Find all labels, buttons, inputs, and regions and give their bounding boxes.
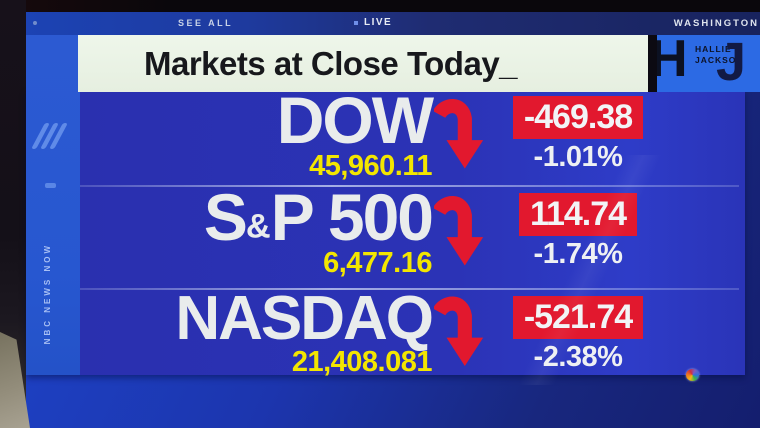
tv-screen: SEE ALL LIVE WASHINGTON DOW 45,960.11 xyxy=(26,0,760,428)
network-side-rail: NBC NEWS NOW xyxy=(26,35,80,375)
change-percent: -1.74% xyxy=(533,238,623,270)
index-column: S&P 500 6,477.16 xyxy=(86,180,434,280)
down-arrow-icon xyxy=(432,296,486,381)
player-top-bar: SEE ALL LIVE WASHINGTON xyxy=(26,12,760,35)
host-first-name: HALLIE xyxy=(695,44,732,54)
index-name: NASDAQ xyxy=(175,284,434,353)
change-column: -469.38 -1.01% xyxy=(494,92,662,174)
change-value-badge: -521.74 xyxy=(512,296,644,339)
show-bug-hallie-jackson: H HALLIE JACKSON J xyxy=(657,35,760,92)
bar-dot-icon xyxy=(33,21,37,25)
index-name: S&P 500 xyxy=(203,180,434,254)
page-title: Markets at Close Today_ xyxy=(144,44,518,82)
network-name-vertical: NBC NEWS NOW xyxy=(43,243,52,345)
location-label: WASHINGTON xyxy=(673,18,759,29)
index-name: DOW xyxy=(276,83,434,157)
market-row-sp500: S&P 500 6,477.16 114.74 -1.74% xyxy=(26,180,745,287)
headline-bug-gap xyxy=(648,35,657,92)
down-arrow-icon xyxy=(432,193,486,283)
bug-initial-h: H xyxy=(657,35,688,88)
wave-dash-icon xyxy=(45,183,56,188)
live-indicator[interactable]: LIVE xyxy=(354,17,392,28)
top-letterbox xyxy=(26,0,760,12)
change-column: -521.74 -2.38% xyxy=(494,292,662,374)
down-arrow-icon xyxy=(432,96,486,186)
index-close-value: 6,477.16 xyxy=(323,246,432,279)
row-divider xyxy=(60,185,739,187)
see-all-button[interactable]: SEE ALL xyxy=(178,18,234,28)
change-value-badge: 114.74 xyxy=(518,193,638,236)
index-close-value: 21,408.081 xyxy=(291,346,433,379)
market-row-nasdaq: NASDAQ 21,408.081 -521.74 -2.38% xyxy=(26,287,745,378)
live-label: LIVE xyxy=(364,17,393,28)
graphic-area: DOW 45,960.11 -469.38 -1.01% xyxy=(26,35,760,428)
live-dot-icon xyxy=(354,20,358,25)
nbc-news-now-wave-icon xyxy=(31,123,68,149)
nbc-peacock-icon xyxy=(686,369,699,381)
row-divider xyxy=(60,288,739,290)
index-column: DOW 45,960.11 xyxy=(86,83,434,183)
headline-bar: Markets at Close Today_ xyxy=(78,35,648,92)
market-row-dow: DOW 45,960.11 -469.38 -1.01% xyxy=(26,83,745,186)
change-percent: -2.38% xyxy=(533,341,623,373)
markets-panel: DOW 45,960.11 -469.38 -1.01% xyxy=(26,83,745,378)
index-close-value: 45,960.11 xyxy=(309,149,432,182)
host-name: HALLIE JACKSON xyxy=(695,44,744,65)
index-column: NASDAQ 21,408.081 xyxy=(86,284,434,379)
change-percent: -1.01% xyxy=(533,141,623,173)
host-last-name: JACKSON xyxy=(695,54,744,65)
change-value-badge: -469.38 xyxy=(512,96,644,139)
bug-initial-j: J xyxy=(715,35,746,92)
change-column: 114.74 -1.74% xyxy=(494,189,662,271)
